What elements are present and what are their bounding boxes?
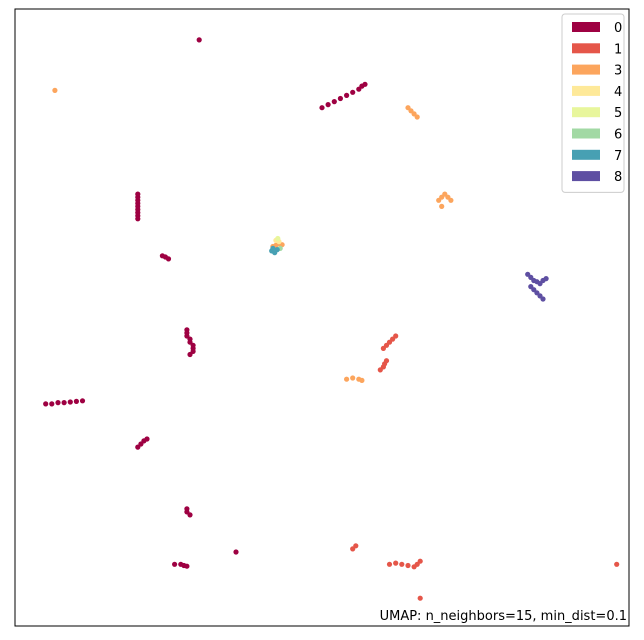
legend-label-1: 1 bbox=[614, 42, 622, 57]
legend-label-7: 7 bbox=[614, 149, 622, 164]
point-class-1 bbox=[417, 558, 423, 564]
point-class-3 bbox=[344, 376, 350, 382]
point-class-0 bbox=[233, 549, 239, 555]
point-class-1 bbox=[405, 562, 411, 569]
point-class-0 bbox=[165, 256, 172, 262]
point-class-1 bbox=[386, 561, 393, 567]
point-class-7 bbox=[270, 245, 276, 251]
point-class-0 bbox=[319, 105, 325, 111]
point-class-8 bbox=[543, 276, 549, 282]
legend-label-6: 6 bbox=[614, 128, 622, 143]
legend-swatch-3 bbox=[572, 64, 600, 75]
legend-label-0: 0 bbox=[614, 21, 622, 36]
legend: 0 1 3 4 5 6 7 8 bbox=[561, 13, 625, 193]
point-class-0 bbox=[73, 398, 79, 404]
legend-frame bbox=[561, 13, 625, 193]
point-class-0 bbox=[49, 401, 55, 407]
point-class-3 bbox=[359, 377, 365, 383]
point-class-0 bbox=[187, 351, 193, 358]
point-class-0 bbox=[79, 398, 86, 404]
point-class-3 bbox=[350, 375, 356, 381]
point-class-0 bbox=[43, 401, 49, 407]
point-class-3 bbox=[448, 197, 454, 203]
point-class-0 bbox=[144, 436, 150, 442]
point-class-1 bbox=[399, 561, 405, 567]
point-class-0 bbox=[362, 81, 368, 87]
legend-swatch-5 bbox=[572, 107, 600, 118]
legend-label-3: 3 bbox=[614, 64, 622, 79]
legend-label-8: 8 bbox=[614, 170, 622, 185]
point-class-3 bbox=[439, 203, 445, 209]
point-class-0 bbox=[61, 400, 67, 406]
point-class-1 bbox=[383, 358, 390, 364]
point-class-1 bbox=[393, 333, 399, 339]
point-class-5 bbox=[275, 235, 281, 242]
legend-label-4: 4 bbox=[614, 85, 622, 100]
point-class-1 bbox=[377, 367, 383, 373]
legend-swatch-6 bbox=[572, 128, 600, 139]
legend-swatch-7 bbox=[572, 149, 600, 160]
point-class-1 bbox=[353, 543, 359, 549]
point-class-0 bbox=[344, 92, 350, 98]
point-class-0 bbox=[172, 561, 178, 567]
point-class-0 bbox=[331, 99, 337, 105]
point-class-0 bbox=[55, 400, 61, 406]
point-class-0 bbox=[337, 95, 343, 102]
point-class-1 bbox=[417, 595, 423, 601]
legend-swatch-1 bbox=[572, 43, 600, 54]
point-class-1 bbox=[393, 560, 399, 566]
point-class-0 bbox=[196, 37, 202, 43]
point-class-3 bbox=[52, 87, 58, 93]
legend-label-5: 5 bbox=[614, 106, 622, 121]
point-class-8 bbox=[540, 296, 546, 302]
umap-annotation: UMAP: n_neighbors=15, min_dist=0.1 bbox=[380, 609, 627, 624]
point-class-0 bbox=[184, 563, 190, 569]
point-class-0 bbox=[350, 89, 356, 95]
plot-area bbox=[14, 8, 630, 627]
scatter-points bbox=[43, 37, 620, 601]
point-class-0 bbox=[187, 512, 193, 518]
point-class-3 bbox=[414, 114, 420, 120]
point-class-0 bbox=[325, 102, 331, 108]
point-class-1 bbox=[614, 561, 620, 567]
legend-swatch-4 bbox=[572, 85, 600, 96]
point-class-0 bbox=[67, 399, 73, 405]
legend-swatch-0 bbox=[572, 22, 600, 32]
point-class-0 bbox=[135, 191, 141, 197]
point-class-7 bbox=[274, 247, 280, 253]
legend-swatch-8 bbox=[572, 171, 600, 182]
